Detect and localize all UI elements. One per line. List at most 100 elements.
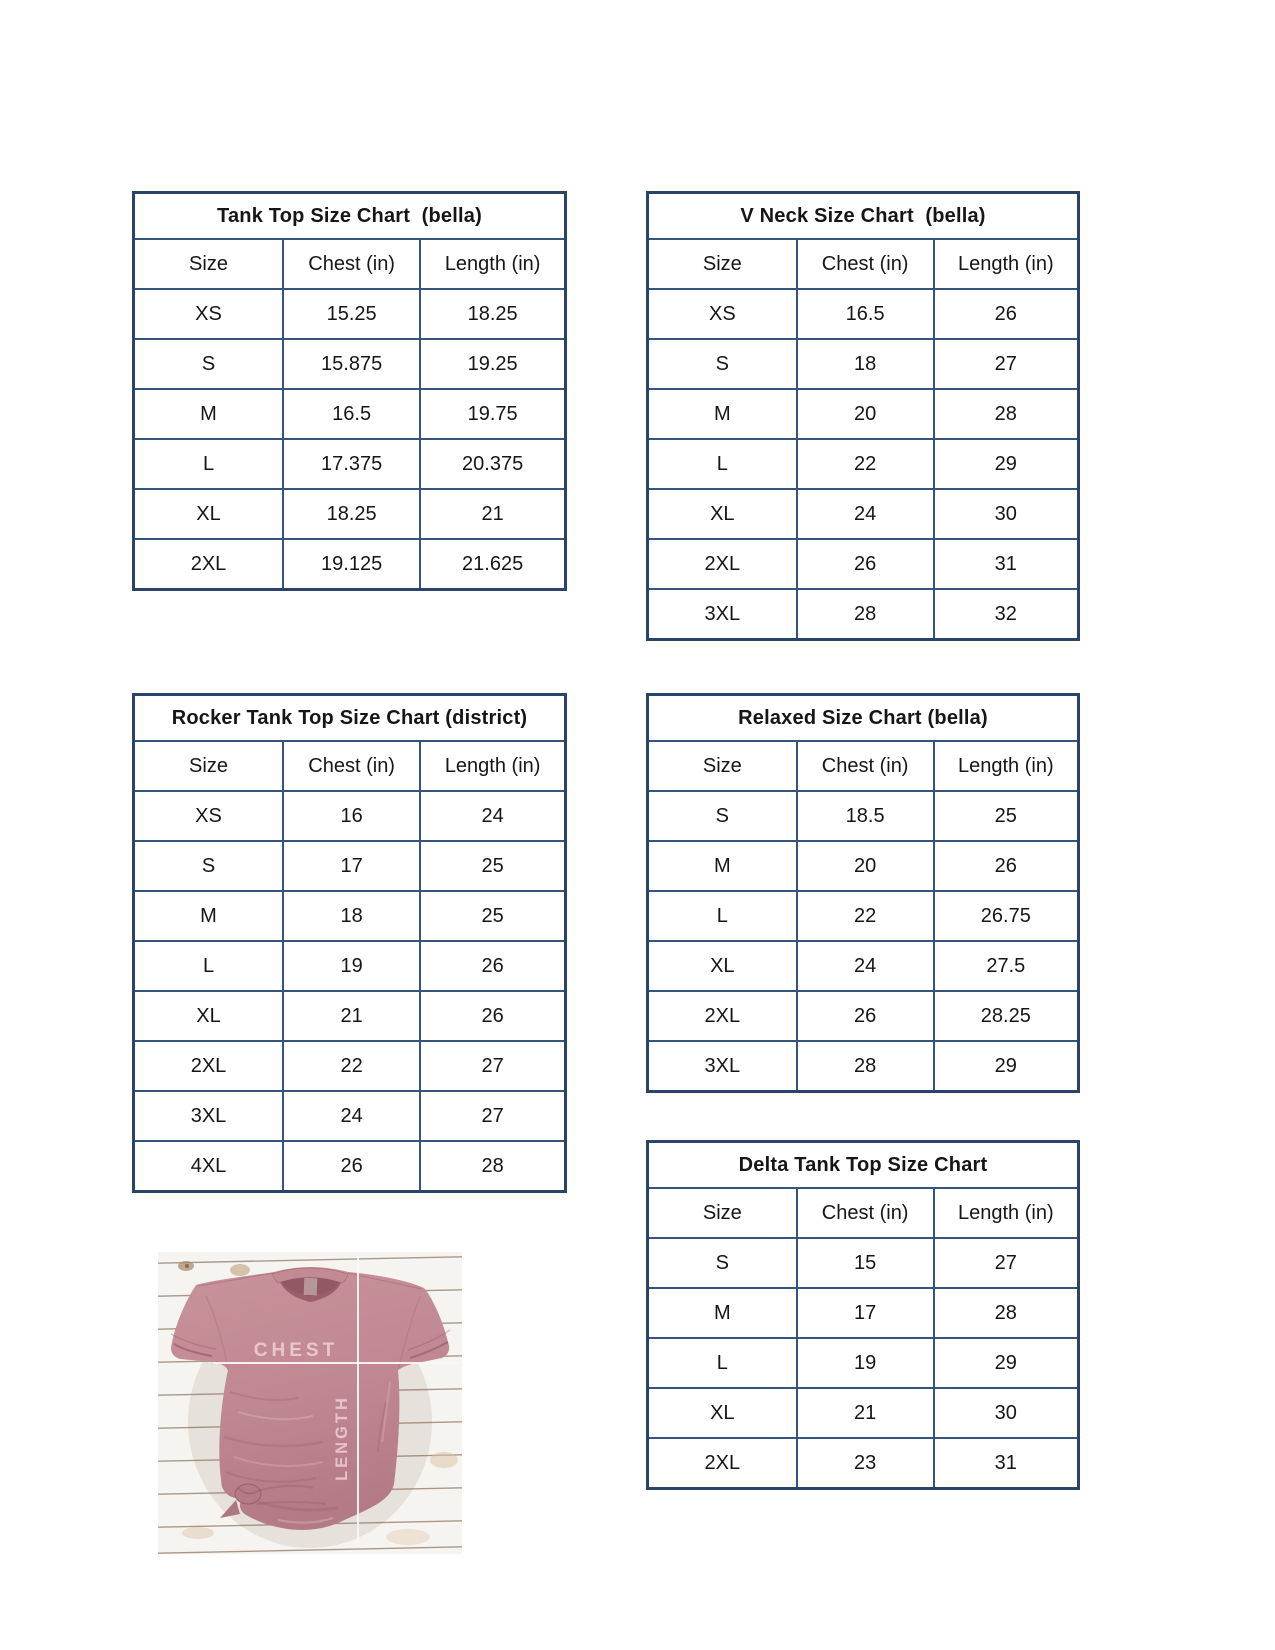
column-header: Length (in)	[419, 741, 565, 792]
size-cell: S	[648, 790, 798, 842]
size-cell: 4XL	[134, 1140, 284, 1191]
length-cell: 24	[419, 790, 565, 842]
length-cell: 26	[419, 940, 565, 992]
size-table-grid: Size Chest (in) Length (in) S 15 27 M 17 28 L 19 29…	[648, 1188, 1079, 1488]
length-cell: 30	[932, 1387, 1079, 1439]
size-cell: XS	[134, 790, 284, 842]
relaxed-size-chart-table: Relaxed Size Chart (bella) Size Chest (in…	[646, 693, 1080, 1093]
size-cell: S	[648, 338, 798, 390]
column-header: Chest (in)	[795, 741, 935, 792]
table-row: 3XL 28 32	[648, 588, 1079, 639]
length-cell: 32	[932, 588, 1079, 639]
table-row: 3XL 28 29	[648, 1040, 1079, 1091]
wrinkle-highlights	[233, 1381, 391, 1524]
chest-cell: 15.25	[281, 288, 422, 340]
table-row: S 15 27	[648, 1237, 1079, 1289]
length-cell: 25	[419, 840, 565, 892]
table-row: XL 21 26	[134, 990, 565, 1042]
chest-cell: 21	[795, 1387, 935, 1439]
chest-cell: 18	[281, 890, 422, 942]
chest-cell: 15	[795, 1237, 935, 1289]
chest-label: CHEST	[254, 1340, 338, 1361]
chest-cell: 24	[795, 940, 935, 992]
chest-cell: 19.125	[281, 538, 422, 589]
length-cell: 28	[419, 1140, 565, 1191]
table-row: M 17 28	[648, 1287, 1079, 1339]
table-row: L 19 26	[134, 940, 565, 992]
table-row: M 20 28	[648, 388, 1079, 440]
table-row: S 15.875 19.25	[134, 338, 565, 390]
size-cell: 2XL	[134, 1040, 284, 1092]
size-cell: L	[648, 1337, 798, 1389]
length-cell: 27.5	[932, 940, 1079, 992]
collar-inner-shadow	[280, 1276, 340, 1296]
measurement-overlay: CHEST LENGTH	[213, 1254, 460, 1542]
column-header: Length (in)	[932, 239, 1079, 290]
size-cell: M	[134, 890, 284, 942]
chest-cell: 17	[281, 840, 422, 892]
chest-cell: 24	[281, 1090, 422, 1142]
column-header: Chest (in)	[281, 239, 422, 290]
length-cell: 20.375	[419, 438, 565, 490]
size-table: Size Chest (in) Length (in) S 18.5 25 M 20 26 L 22…	[648, 741, 1079, 1091]
length-cell: 27	[932, 338, 1079, 390]
size-cell: XL	[134, 990, 284, 1042]
length-cell: 29	[932, 1337, 1079, 1389]
size-cell: 2XL	[134, 538, 284, 589]
size-cell: L	[648, 890, 798, 942]
length-cell: 25	[932, 790, 1079, 842]
size-cell: XL	[648, 488, 798, 540]
chest-cell: 18.5	[795, 790, 935, 842]
collar-band	[271, 1267, 349, 1284]
size-cell: XL	[648, 1387, 798, 1439]
table-row: L 17.375 20.375	[134, 438, 565, 490]
wrinkle-shadows	[223, 1391, 387, 1512]
tshirt-photo-illustration: CHEST LENGTH	[158, 1252, 462, 1554]
size-cell: S	[134, 840, 284, 892]
table-row: M 18 25	[134, 890, 565, 942]
tshirt	[170, 1267, 451, 1530]
length-cell: 21	[419, 488, 565, 540]
length-cell: 26	[932, 288, 1079, 340]
chest-cell: 20	[795, 840, 935, 892]
size-cell: L	[134, 940, 284, 992]
table-row: L 22 29	[648, 438, 1079, 490]
table-title: V Neck Size Chart (bella)	[649, 194, 1077, 240]
chest-cell: 22	[281, 1040, 422, 1092]
header-row: Size Chest (in) Length (in)	[648, 741, 1079, 792]
table-row: XL 24 27.5	[648, 940, 1079, 992]
table-row: 2XL 26 28.25	[648, 990, 1079, 1042]
column-header: Size	[134, 741, 284, 792]
column-header: Length (in)	[419, 239, 565, 290]
table-row: XL 21 30	[648, 1387, 1079, 1439]
rocker-tank-top-size-chart-table: Rocker Tank Top Size Chart (district) Si…	[132, 693, 567, 1193]
length-cell: 28	[932, 1287, 1079, 1339]
column-header: Size	[648, 1188, 798, 1239]
header-row: Size Chest (in) Length (in)	[134, 741, 565, 792]
size-cell: M	[134, 388, 284, 440]
chest-cell: 24	[795, 488, 935, 540]
table-row: 4XL 26 28	[134, 1140, 565, 1191]
chest-cell: 26	[795, 538, 935, 590]
table-title: Relaxed Size Chart (bella)	[649, 696, 1077, 742]
table-title: Rocker Tank Top Size Chart (district)	[135, 696, 564, 742]
table-row: 3XL 24 27	[134, 1090, 565, 1142]
length-cell: 31	[932, 1437, 1079, 1488]
chest-cell: 28	[795, 1040, 935, 1091]
size-cell: 3XL	[648, 588, 798, 639]
header-row: Size Chest (in) Length (in)	[648, 1188, 1079, 1239]
header-row: Size Chest (in) Length (in)	[648, 239, 1079, 290]
length-cell: 25	[419, 890, 565, 942]
table-row: XS 16.5 26	[648, 288, 1079, 340]
size-table-grid: Size Chest (in) Length (in) XS 16.5 26 S 18 27 M 2…	[648, 239, 1079, 639]
length-cell: 27	[419, 1040, 565, 1092]
size-cell: M	[648, 840, 798, 892]
table-row: S 17 25	[134, 840, 565, 892]
size-cell: M	[648, 388, 798, 440]
length-cell: 26	[932, 840, 1079, 892]
length-cell: 18.25	[419, 288, 565, 340]
length-cell: 19.25	[419, 338, 565, 390]
size-cell: XS	[648, 288, 798, 340]
column-header: Size	[134, 239, 284, 290]
